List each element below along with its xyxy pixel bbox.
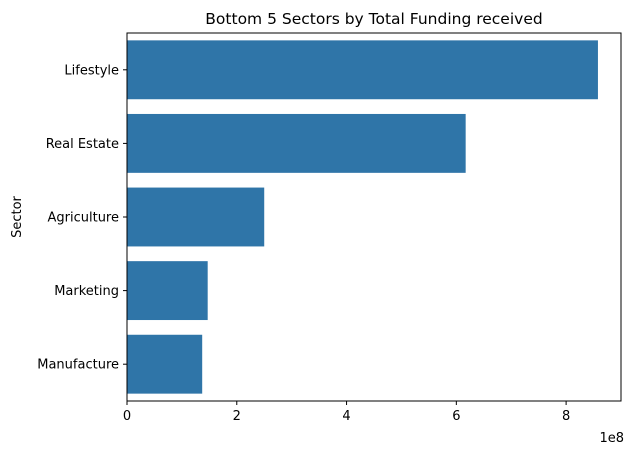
x-tick-label: 8 <box>562 409 570 424</box>
x-ticks-group: 0 2 4 6 8 <box>123 401 570 424</box>
y-tick-label: Agriculture <box>48 211 120 226</box>
x-tick-label: 2 <box>233 409 241 424</box>
y-tick-label: Lifestyle <box>64 63 119 78</box>
bars-group <box>127 40 598 394</box>
y-tick-label: Marketing <box>54 284 119 299</box>
y-ticks-group: Lifestyle Real Estate Agriculture Marketing… <box>37 63 127 373</box>
bar-marketing <box>127 261 208 321</box>
x-tick-label: 0 <box>123 409 131 424</box>
bar-manufacture <box>127 334 203 394</box>
bar-real-estate <box>127 113 466 173</box>
bar-agriculture <box>127 187 265 247</box>
x-offset-label: 1e8 <box>599 431 624 446</box>
x-tick-label: 6 <box>452 409 460 424</box>
y-axis-label: Sector <box>10 195 25 237</box>
y-tick-label: Manufacture <box>37 358 119 373</box>
chart-title: Bottom 5 Sectors by Total Funding receiv… <box>205 10 542 28</box>
y-tick-label: Real Estate <box>46 137 119 152</box>
plot-frame <box>126 32 622 402</box>
x-tick-label: 4 <box>342 409 350 424</box>
bar-lifestyle <box>127 40 598 100</box>
